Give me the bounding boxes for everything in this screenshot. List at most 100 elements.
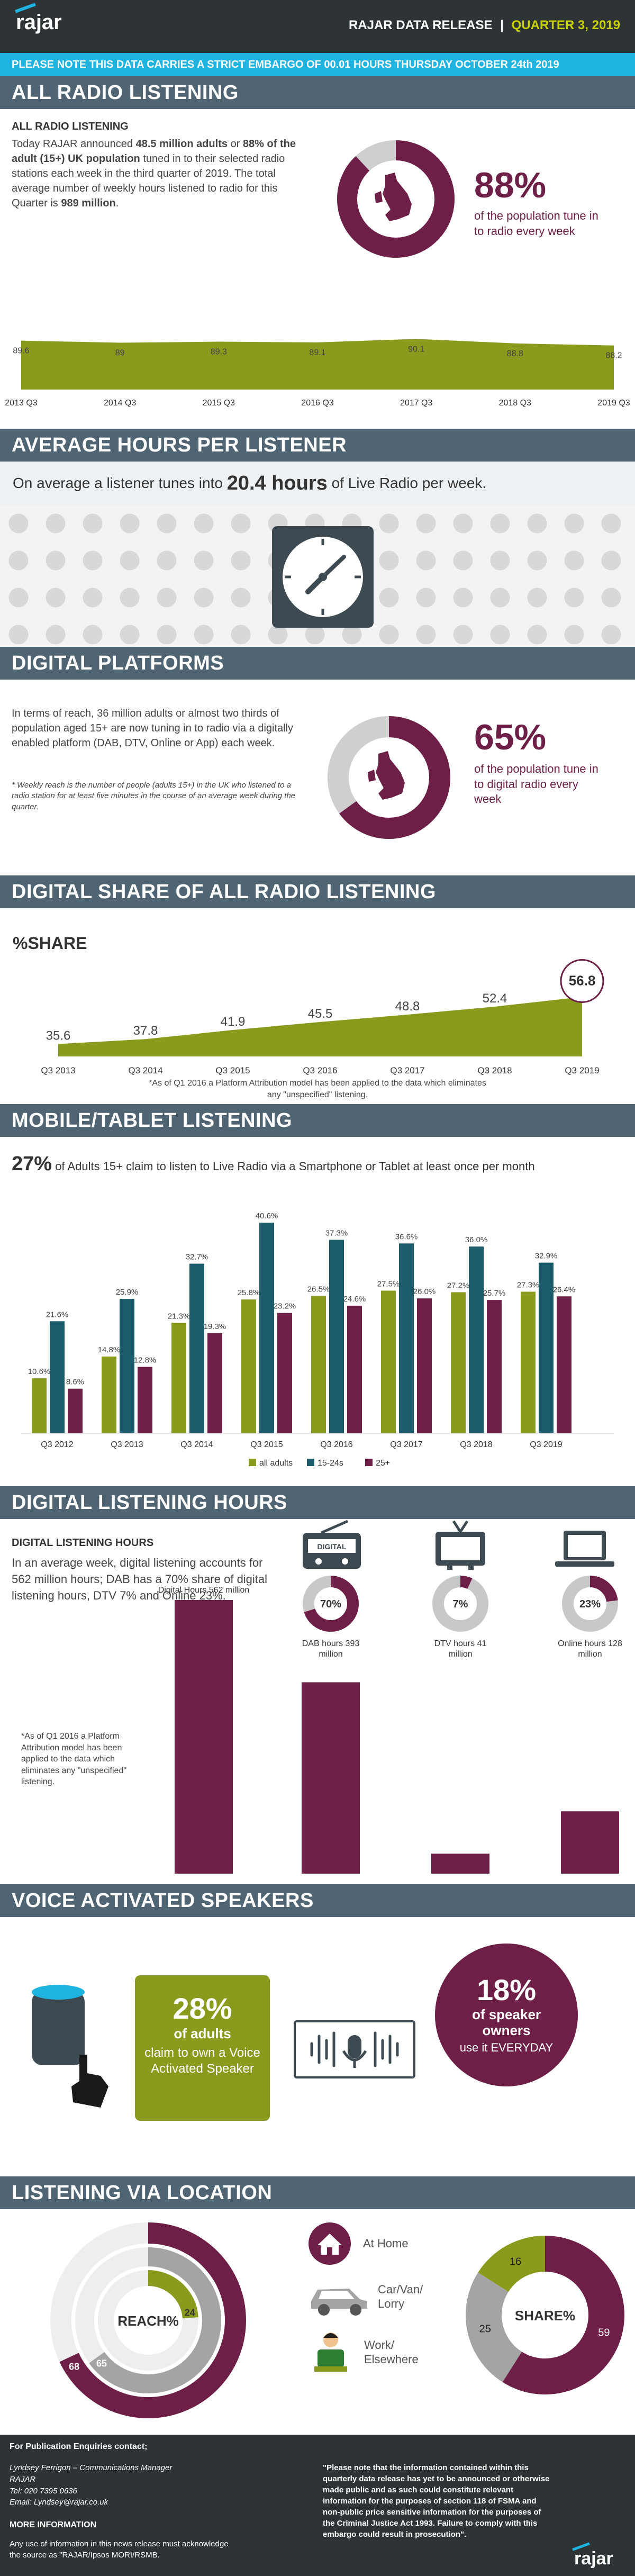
microphone-icon bbox=[348, 2035, 361, 2058]
reach-data-label: 88.2 bbox=[605, 351, 622, 360]
mobile-data-label: 26.0% bbox=[413, 1287, 436, 1296]
reach-data-label: 89.6 bbox=[13, 347, 29, 356]
section-title-location: LISTENING VIA LOCATION bbox=[0, 2176, 635, 2209]
share-tick-label: Q3 2019 bbox=[565, 1065, 599, 1075]
voice-section: 28% of adults claim to own a Voice Activ… bbox=[0, 1917, 635, 2176]
digital-hours-note: *As of Q1 2016 a Platform Attribution mo… bbox=[21, 1732, 127, 1787]
mobile-bar bbox=[171, 1323, 186, 1433]
release-title: RAJAR DATA RELEASE | QUARTER 3, 2019 bbox=[348, 18, 620, 32]
section-title-digital-share: DIGITAL SHARE OF ALL RADIO LISTENING bbox=[0, 875, 635, 908]
mobile-bar bbox=[120, 1299, 134, 1433]
section-title-digital-platforms: DIGITAL PLATFORMS bbox=[0, 647, 635, 680]
mobile-bar bbox=[102, 1356, 116, 1433]
legend-swatch bbox=[307, 1459, 314, 1466]
share-tick-label: Q3 2013 bbox=[41, 1065, 75, 1075]
reach-data-label: 89 bbox=[115, 349, 125, 358]
mobile-data-label: 24.6% bbox=[343, 1295, 366, 1304]
mobile-bar bbox=[189, 1263, 204, 1433]
mobile-data-label: 36.0% bbox=[465, 1235, 488, 1244]
mobile-data-label: 25.9% bbox=[116, 1288, 139, 1297]
share-slice bbox=[478, 2236, 545, 2292]
hours-label: DTV hours 41 bbox=[434, 1639, 487, 1648]
reach-area bbox=[21, 339, 614, 390]
share-center-label: SHARE% bbox=[515, 2308, 575, 2324]
reach-data-label: 90.1 bbox=[408, 345, 424, 354]
reach-center-label: REACH% bbox=[117, 2313, 179, 2329]
reach-ring-label: 24 bbox=[185, 2307, 195, 2318]
footer-contact: Lyndsey Ferrigon – Communications Manage… bbox=[10, 2463, 173, 2507]
digital-hours-body: In an average week, digital listening ac… bbox=[12, 1556, 268, 1602]
share-tick-label: Q3 2015 bbox=[215, 1065, 250, 1075]
section-title-avg-hours: AVERAGE HOURS PER LISTENER bbox=[0, 429, 635, 462]
mobile-data-label: 36.6% bbox=[395, 1232, 418, 1241]
mobile-data-label: 37.3% bbox=[325, 1228, 348, 1237]
reach-tick-label: 2014 Q3 bbox=[104, 399, 136, 408]
mobile-bar bbox=[557, 1296, 572, 1433]
mobile-tick-label: Q3 2018 bbox=[460, 1440, 492, 1449]
legend-swatch bbox=[365, 1459, 373, 1466]
mobile-bar bbox=[311, 1296, 326, 1433]
mobile-data-label: 21.3% bbox=[168, 1312, 190, 1321]
mobile-data-label: 19.3% bbox=[204, 1322, 226, 1331]
digital-platforms-section: In terms of reach, 36 million adults or … bbox=[0, 680, 635, 875]
mobile-bar bbox=[451, 1292, 466, 1433]
embargo-text: PLEASE NOTE THIS DATA CARRIES A STRICT E… bbox=[12, 58, 559, 70]
mobile-tick-label: Q3 2019 bbox=[530, 1440, 562, 1449]
reach-data-label: 88.8 bbox=[507, 349, 523, 358]
reach-ring bbox=[50, 2222, 246, 2418]
mobile-data-label: 23.2% bbox=[274, 1302, 296, 1311]
laptop-icon bbox=[555, 1531, 614, 1567]
hours-label: million bbox=[448, 1650, 472, 1659]
mobile-data-label: 8.6% bbox=[66, 1378, 84, 1387]
hours-label: DAB hours 393 bbox=[302, 1639, 360, 1648]
location-section: REACH% 68 65 24 At Home Car/Van/ Lorry Work… bbox=[0, 2209, 635, 2437]
uk-map-icon bbox=[375, 173, 412, 221]
mobile-data-label: 27.2% bbox=[447, 1281, 470, 1290]
hours-donut-label: 23% bbox=[579, 1598, 601, 1610]
location-legend: At Home Car/Van/ Lorry Work/ Elsewhere bbox=[307, 2220, 466, 2379]
hours-bar bbox=[561, 1811, 619, 1874]
hours-bar bbox=[431, 1854, 489, 1874]
legend-car: Car/Van/ Lorry bbox=[307, 2267, 466, 2326]
reach-tick-label: 2016 Q3 bbox=[301, 399, 333, 408]
share-area bbox=[58, 997, 582, 1056]
mobile-tick-label: Q3 2016 bbox=[320, 1440, 352, 1449]
avg-hours-section: On average a listener tunes into 20.4 ho… bbox=[0, 462, 635, 647]
share-tick-label: Q3 2017 bbox=[390, 1065, 424, 1075]
avg-hours-strip: On average a listener tunes into 20.4 ho… bbox=[0, 462, 635, 505]
mobile-data-label: 32.9% bbox=[535, 1252, 558, 1261]
all-radio-pct: 88% bbox=[474, 165, 547, 205]
footer: For Publication Enquiries contact; Lynds… bbox=[0, 2435, 635, 2576]
hours-donut-label: 70% bbox=[320, 1598, 341, 1610]
mobile-data-label: 26.5% bbox=[307, 1285, 330, 1294]
mobile-data-label: 25.8% bbox=[238, 1288, 260, 1297]
footer-quote: "Please note that the information contai… bbox=[323, 2463, 550, 2539]
mobile-data-label: 26.4% bbox=[553, 1285, 576, 1294]
all-radio-pct-text: of the population tune in to radio every… bbox=[474, 209, 598, 238]
reach-ring-label: 68 bbox=[69, 2362, 79, 2372]
header-bar: rajar RAJAR DATA RELEASE | QUARTER 3, 20… bbox=[0, 0, 635, 53]
hours-bar bbox=[175, 1599, 233, 1874]
digital-hours-subtitle: DIGITAL LISTENING HOURS bbox=[12, 1537, 154, 1549]
reach-tick-label: 2017 Q3 bbox=[400, 399, 432, 408]
mobile-tick-label: Q3 2014 bbox=[180, 1440, 213, 1449]
share-slice-label: 59 bbox=[598, 2327, 610, 2338]
hours-donut-value bbox=[303, 1576, 359, 1632]
voice-everyday-circle: 18% of speaker owners use it EVERYDAY bbox=[435, 1944, 578, 2086]
mobile-data-label: 40.6% bbox=[256, 1212, 278, 1221]
share-slice-label: 25 bbox=[479, 2323, 491, 2335]
digital-reach-donut bbox=[328, 716, 450, 839]
mobile-bar bbox=[138, 1367, 152, 1433]
share-data-label: 48.8 bbox=[395, 999, 420, 1014]
pointing-hand-icon bbox=[71, 2055, 108, 2108]
legend-label: 25+ bbox=[376, 1459, 390, 1468]
all-radio-body: Today RAJAR announced 48.5 million adult… bbox=[12, 138, 296, 209]
hours-donut-hole bbox=[314, 1587, 347, 1620]
hours-donut-value bbox=[432, 1576, 488, 1632]
footer-ack: Any use of information in this news rele… bbox=[10, 2539, 229, 2560]
mobile-section: 27% of Adults 15+ claim to listen to Liv… bbox=[0, 1137, 635, 1486]
mobile-bar bbox=[399, 1243, 414, 1433]
digital-pct: 65% bbox=[474, 717, 547, 757]
mobile-bar bbox=[241, 1299, 256, 1433]
digital-share-subtitle: %SHARE bbox=[13, 934, 87, 953]
